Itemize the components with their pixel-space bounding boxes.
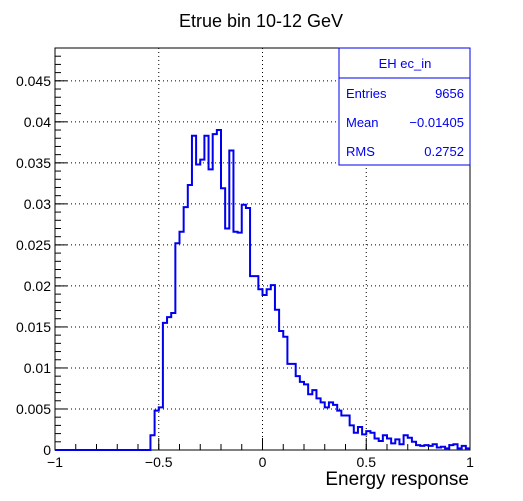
y-tick-label: 0.035 [16, 155, 51, 171]
grid-lines [55, 48, 470, 450]
stats-mean-label: Mean [346, 115, 379, 130]
y-tick-label: 0.01 [24, 360, 51, 376]
stats-box-frame [338, 47, 471, 166]
histogram-series-line [55, 129, 470, 451]
y-tick-label: 0.025 [16, 237, 51, 253]
y-tick-label: 0.015 [16, 319, 51, 335]
y-tick-label: 0.02 [24, 278, 51, 294]
y-tick-label: 0.04 [24, 114, 51, 130]
stats-box: EH ec_in Entries 9656 Mean −0.01405 RMS … [338, 47, 471, 166]
x-axis-label: Energy response [325, 469, 469, 490]
y-axis-tick-labels: 0 0.005 0.01 0.015 0.02 0.025 0.03 0.035 0.04 0.0… [16, 73, 51, 458]
x-tick-label: 0 [259, 454, 267, 470]
stats-rms-value: 0.2752 [424, 144, 464, 159]
y-tick-label: 0.045 [16, 73, 51, 89]
y-tick-label: 0 [43, 442, 51, 458]
stats-box-title: EH ec_in [379, 56, 432, 71]
stats-mean-value: −0.01405 [409, 115, 464, 130]
y-tick-label: 0.005 [16, 401, 51, 417]
stats-rms-label: RMS [346, 144, 375, 159]
x-tick-label: 1 [466, 454, 474, 470]
stats-entries-label: Entries [346, 86, 387, 101]
x-tick-label: 0.5 [357, 454, 377, 470]
stats-entries-value: 9656 [435, 86, 464, 101]
x-tick-label: −0.5 [145, 454, 173, 470]
x-axis-tick-labels: −1 −0.5 0 0.5 1 [47, 454, 474, 470]
y-tick-label: 0.03 [24, 196, 51, 212]
x-tick-label: −1 [47, 454, 63, 470]
chart-title: Etrue bin 10-12 GeV [179, 11, 343, 31]
